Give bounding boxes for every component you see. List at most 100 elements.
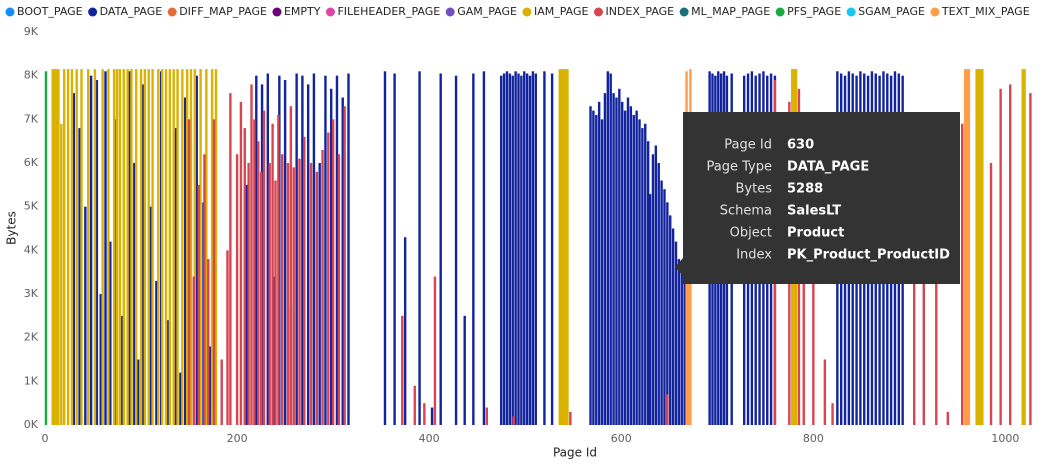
bar [122, 69, 125, 425]
bar [51, 69, 54, 425]
legend-marker [930, 7, 940, 17]
tooltip-value: DATA_PAGE [787, 160, 869, 175]
bar [63, 69, 66, 425]
bar [621, 101, 624, 425]
bar [274, 180, 277, 425]
bar [383, 71, 387, 426]
bar [277, 114, 280, 425]
bar [454, 75, 458, 426]
bar [562, 69, 565, 425]
bar [589, 106, 592, 425]
bar [403, 237, 407, 425]
bar [463, 315, 466, 425]
bar [831, 403, 834, 425]
bar [210, 69, 214, 425]
bar [239, 101, 243, 425]
tooltip-value: PK_Product_ProductID [787, 248, 950, 263]
bar [979, 69, 982, 425]
bar [243, 128, 246, 426]
y-tick-label: 4K [24, 243, 39, 256]
tooltip: Page Id 630 Page Type DATA_PAGE Bytes 5288 Sch… [675, 112, 960, 284]
x-tick-label: 600 [611, 432, 632, 445]
bar [989, 163, 993, 425]
x-tick-label: 200 [227, 432, 248, 445]
bar [626, 97, 630, 425]
bar [946, 411, 949, 425]
bar [160, 69, 164, 425]
bar [618, 88, 621, 426]
bar [967, 69, 971, 425]
bar [130, 69, 133, 425]
bar [220, 359, 223, 425]
bar [683, 280, 686, 425]
legend-label: DATA_PAGE [100, 5, 163, 18]
bar [632, 114, 635, 425]
y-tick-label: 1K [24, 374, 39, 387]
bar [823, 359, 827, 425]
bar [60, 123, 63, 425]
bar [189, 69, 193, 425]
bar [528, 75, 532, 426]
bar [341, 97, 344, 425]
bar [439, 73, 442, 425]
bar [99, 294, 102, 425]
bar [657, 163, 660, 425]
bar [687, 272, 690, 425]
bar [104, 71, 107, 426]
bar [677, 259, 681, 425]
bar [666, 202, 669, 425]
bar [534, 73, 537, 425]
bar [80, 69, 83, 425]
bar [912, 276, 916, 425]
bar [185, 69, 189, 425]
bar [1021, 69, 1024, 425]
bar [257, 141, 260, 425]
tooltip-label: Schema [720, 204, 772, 219]
bar [181, 69, 184, 425]
legend-label: GAM_PAGE [457, 5, 517, 18]
bar [245, 184, 248, 425]
bar [502, 73, 506, 425]
legend-marker [846, 7, 856, 17]
bar [120, 315, 124, 425]
bar [566, 69, 569, 425]
legend-label: PFS_PAGE [787, 5, 841, 18]
bar [331, 119, 335, 425]
bar [135, 69, 138, 425]
bar [318, 163, 321, 425]
bar [72, 93, 76, 425]
bar [199, 69, 202, 425]
bar [53, 69, 56, 425]
bar [301, 75, 304, 426]
bar [126, 69, 129, 425]
x-axis-title: Page Id [553, 446, 597, 460]
bar [558, 69, 561, 425]
bar [109, 241, 112, 425]
bar [569, 411, 572, 425]
bar [592, 110, 595, 425]
bar [520, 75, 523, 426]
legend-label: SGAM_PAGE [858, 5, 925, 18]
legend-label: INDEX_PAGE [605, 5, 674, 18]
bar [281, 154, 284, 425]
bar [192, 276, 196, 425]
bar [292, 167, 295, 425]
bar [646, 141, 650, 425]
bar [560, 69, 563, 425]
legend-marker [775, 7, 785, 17]
legend-marker [272, 7, 282, 17]
bar [423, 403, 426, 425]
tooltip-value: 630 [787, 138, 814, 153]
x-tick-label: 800 [803, 432, 824, 445]
bar [95, 80, 99, 426]
bar [286, 163, 290, 425]
bar [139, 69, 143, 425]
y-tick-label: 2K [24, 331, 39, 344]
tooltip-value: 5288 [787, 182, 823, 197]
bar [812, 145, 815, 426]
bar [168, 69, 172, 425]
bar [212, 119, 216, 425]
bar [143, 69, 147, 425]
bar [55, 69, 58, 425]
